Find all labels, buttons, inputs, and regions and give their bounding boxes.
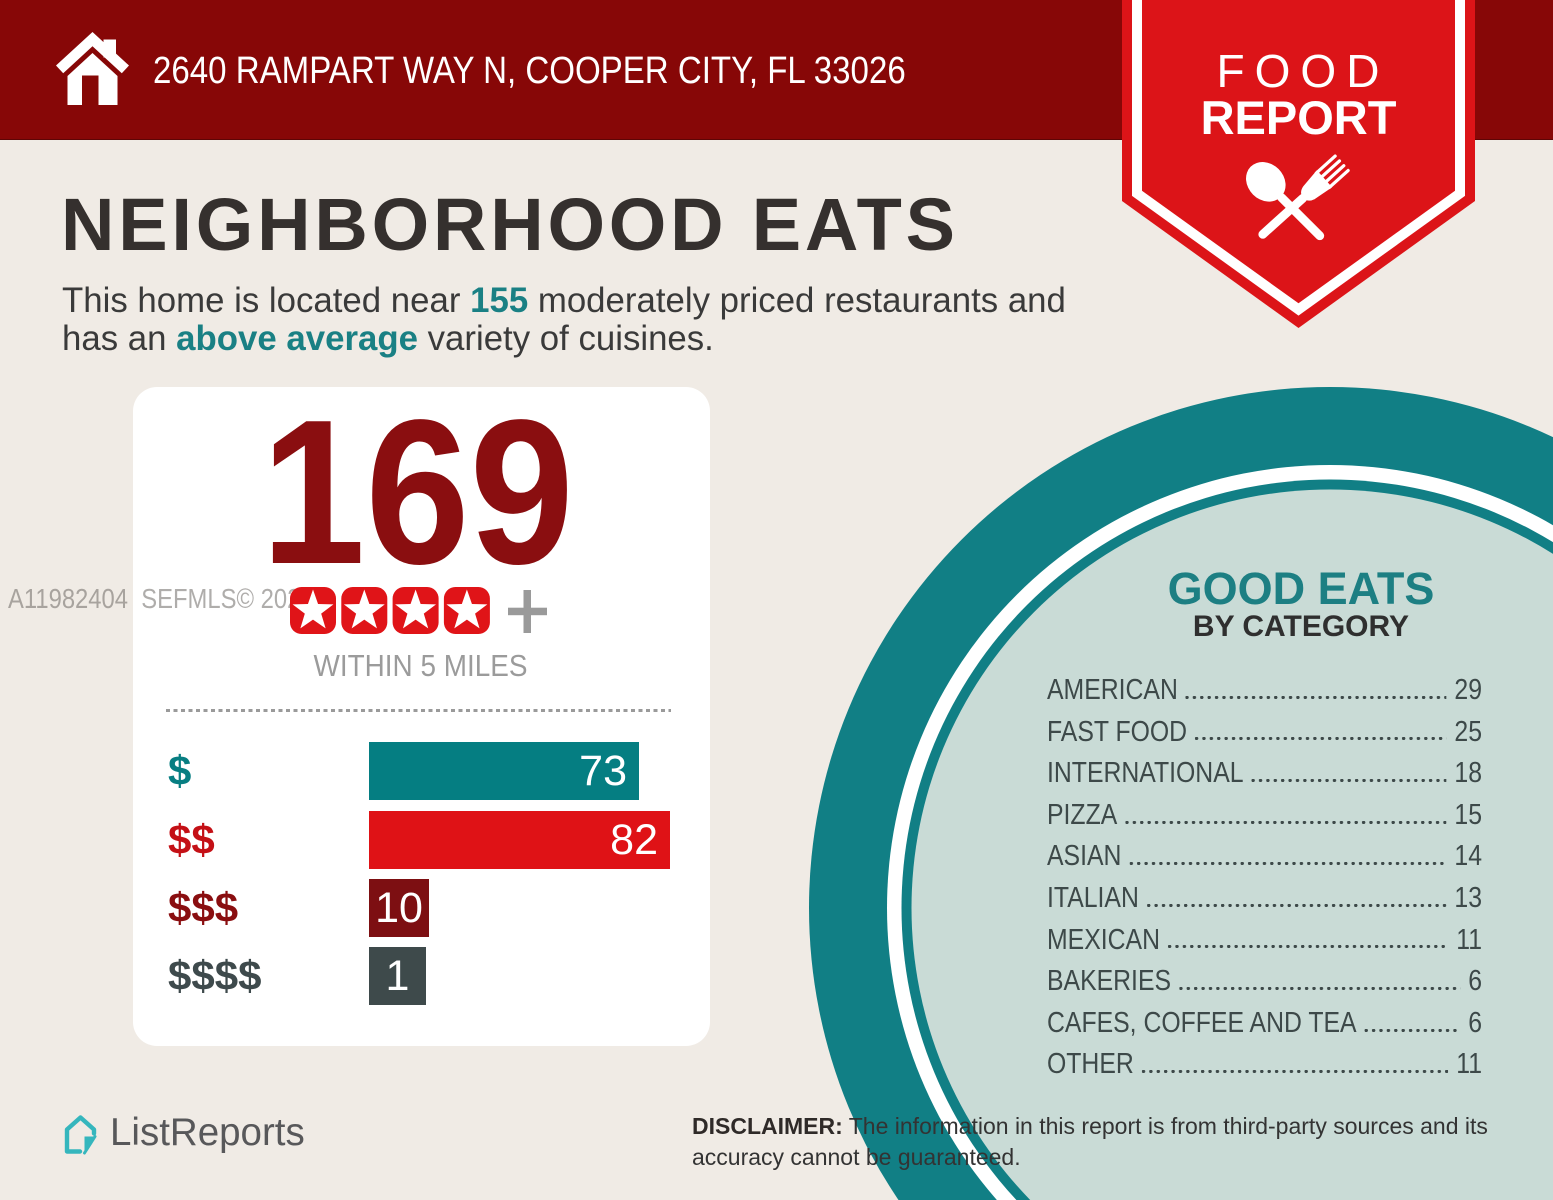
svg-text:REPORT: REPORT <box>1201 91 1397 144</box>
svg-text:FOOD: FOOD <box>1217 45 1390 97</box>
